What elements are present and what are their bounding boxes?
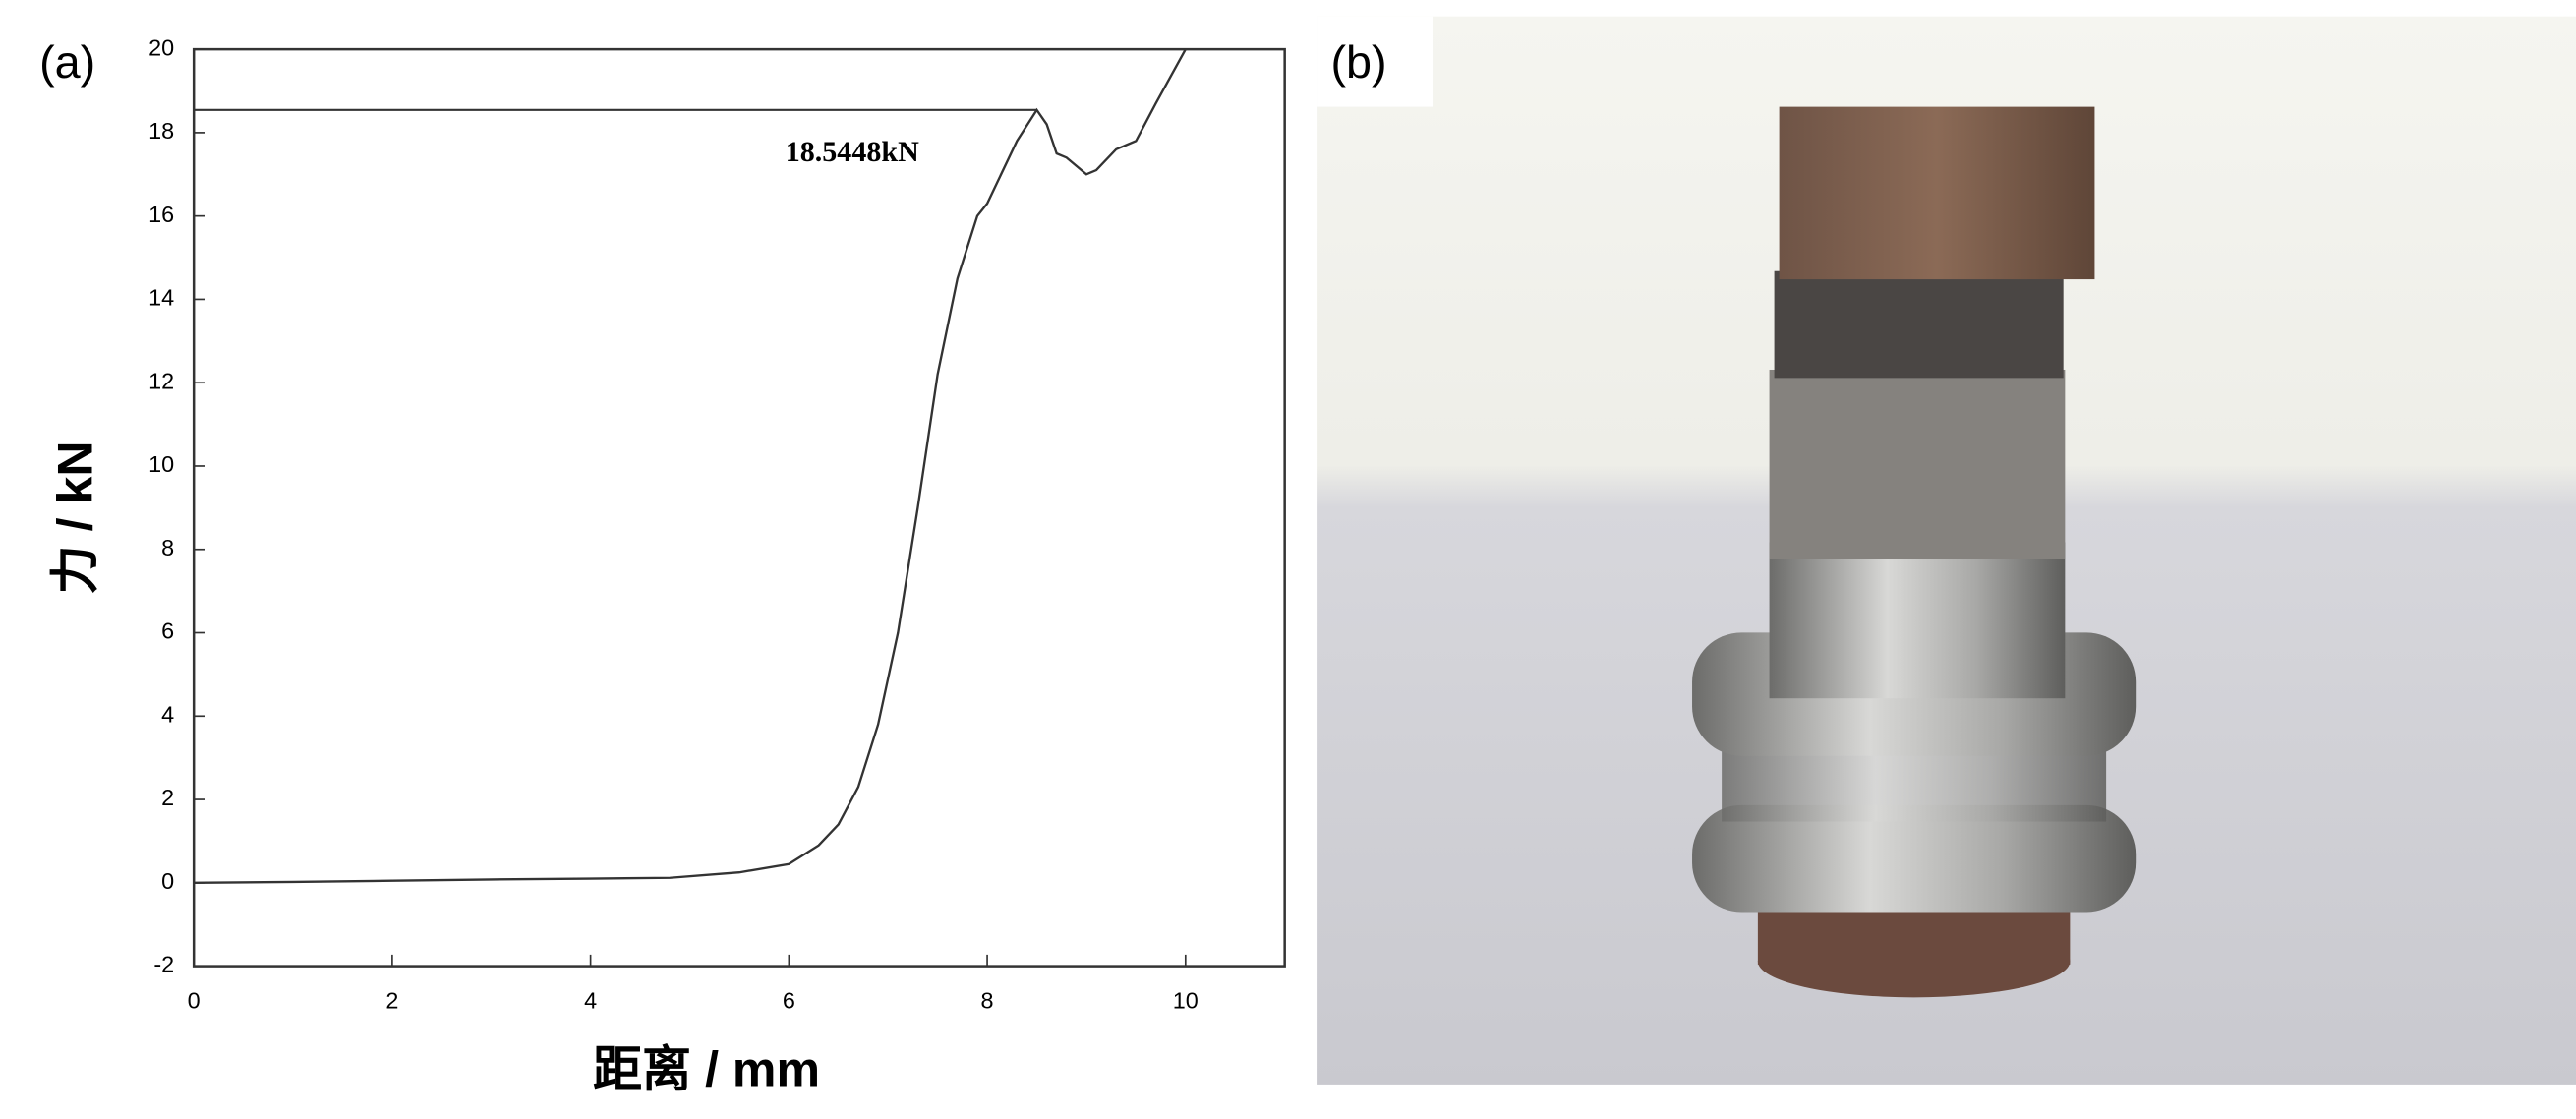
panel-label: (a) <box>39 36 95 88</box>
photo <box>1317 16 2576 1085</box>
y-tick-label: 10 <box>148 451 174 477</box>
peak-label: 18.5448kN <box>786 135 919 168</box>
x-tick-label: 4 <box>584 988 597 1014</box>
y-tick-label: 14 <box>148 285 174 311</box>
x-tick-label: 10 <box>1173 988 1199 1014</box>
y-tick-label: 12 <box>148 368 174 393</box>
panel-label: (b) <box>1330 36 1386 88</box>
data-line <box>194 48 1187 884</box>
chart: 0 2 4 6 8 10 -2 0 2 4 6 8 10 12 14 16 18 20 距离 / mm 力 / kN 1… <box>47 34 1286 1096</box>
y-tick-label: 18 <box>148 118 174 144</box>
y-tick-label: 4 <box>161 701 174 727</box>
y-axis-label: 力 / kN <box>47 441 102 594</box>
x-tick-label: 8 <box>981 988 994 1014</box>
y-tick-label: 8 <box>161 535 174 560</box>
x-tick-label: 2 <box>385 988 398 1014</box>
y-tick-label: 0 <box>161 868 174 894</box>
x-tick-label: 6 <box>783 988 795 1014</box>
plot-frame <box>192 47 1286 968</box>
x-axis-label: 距离 / mm <box>593 1041 820 1096</box>
y-tick-label: 2 <box>161 785 174 810</box>
y-tick-label: 20 <box>148 34 174 60</box>
y-tick-label: 16 <box>148 202 174 227</box>
y-tick-label: -2 <box>153 952 174 977</box>
x-tick-label: 0 <box>188 988 201 1014</box>
y-tick-label: 6 <box>161 618 174 644</box>
